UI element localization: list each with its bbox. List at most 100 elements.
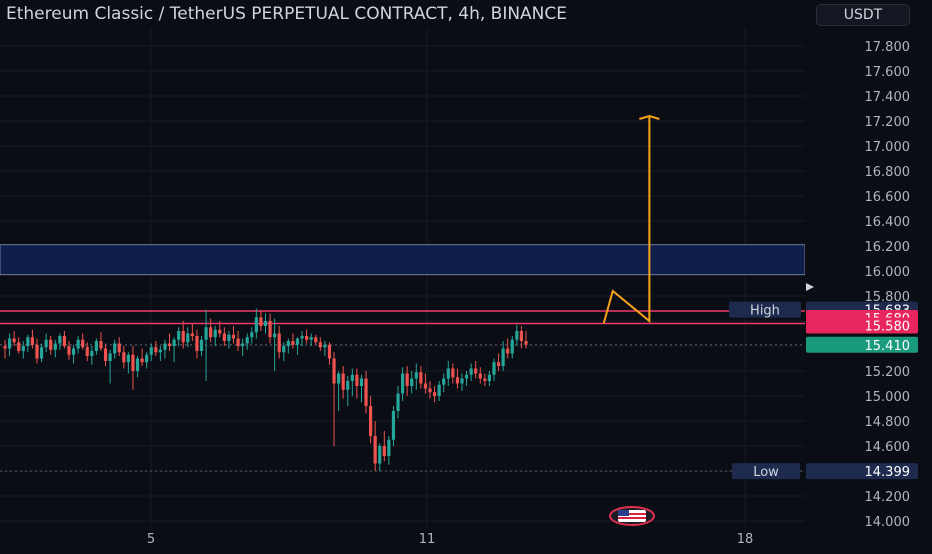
- candle[interactable]: [117, 337, 121, 356]
- candle[interactable]: [455, 368, 460, 389]
- candle[interactable]: [163, 339, 167, 359]
- candle[interactable]: [337, 371, 341, 411]
- candle[interactable]: [286, 338, 290, 354]
- candle[interactable]: [30, 329, 35, 349]
- candle[interactable]: [26, 334, 30, 353]
- candle[interactable]: [241, 338, 245, 357]
- candle[interactable]: [451, 363, 455, 384]
- candle[interactable]: [323, 341, 327, 356]
- candle[interactable]: [332, 352, 336, 446]
- candle[interactable]: [446, 361, 450, 386]
- candle[interactable]: [126, 352, 130, 374]
- candle[interactable]: [492, 358, 496, 382]
- candle[interactable]: [231, 326, 236, 344]
- candle[interactable]: [122, 346, 126, 369]
- candle[interactable]: [236, 331, 240, 351]
- candle[interactable]: [309, 333, 313, 347]
- price-axis[interactable]: [805, 28, 932, 550]
- us-flag-event-icon[interactable]: [609, 506, 655, 526]
- candle[interactable]: [396, 386, 400, 419]
- candle[interactable]: [53, 339, 57, 358]
- candle[interactable]: [515, 324, 519, 346]
- supply-zone[interactable]: [0, 244, 806, 276]
- candle[interactable]: [76, 336, 80, 354]
- candle[interactable]: [135, 356, 140, 378]
- candle[interactable]: [172, 337, 176, 363]
- candle[interactable]: [204, 309, 208, 381]
- candle[interactable]: [21, 341, 25, 359]
- candle[interactable]: [222, 327, 226, 346]
- candle[interactable]: [218, 321, 222, 338]
- candle[interactable]: [113, 339, 117, 359]
- candle[interactable]: [460, 373, 464, 392]
- candle[interactable]: [474, 361, 478, 379]
- candle[interactable]: [209, 318, 213, 343]
- candle[interactable]: [364, 371, 368, 414]
- candle[interactable]: [414, 363, 418, 390]
- candle[interactable]: [391, 406, 396, 446]
- candle[interactable]: [177, 327, 181, 346]
- candle[interactable]: [94, 338, 98, 355]
- candle[interactable]: [369, 396, 373, 444]
- candle[interactable]: [314, 334, 318, 345]
- candle[interactable]: [346, 376, 350, 406]
- candle[interactable]: [277, 326, 281, 359]
- candle[interactable]: [282, 342, 286, 361]
- candle[interactable]: [108, 349, 112, 384]
- candle[interactable]: [58, 333, 62, 350]
- candle[interactable]: [382, 431, 386, 461]
- candle[interactable]: [149, 343, 153, 362]
- candle[interactable]: [99, 332, 103, 351]
- candle[interactable]: [158, 346, 162, 361]
- candle[interactable]: [140, 348, 144, 367]
- candle[interactable]: [327, 342, 332, 365]
- candle[interactable]: [62, 331, 67, 349]
- candle[interactable]: [478, 367, 482, 384]
- candle[interactable]: [400, 367, 405, 401]
- candle[interactable]: [464, 371, 469, 386]
- candle[interactable]: [245, 333, 249, 350]
- candle[interactable]: [300, 331, 304, 346]
- candle[interactable]: [85, 342, 89, 361]
- candle[interactable]: [67, 341, 71, 360]
- candle[interactable]: [291, 333, 295, 349]
- candle[interactable]: [103, 343, 108, 367]
- candle[interactable]: [167, 333, 172, 352]
- candle[interactable]: [496, 353, 501, 372]
- projection-path[interactable]: [602, 116, 651, 324]
- candle[interactable]: [519, 326, 524, 349]
- candle[interactable]: [268, 313, 272, 344]
- candle[interactable]: [373, 421, 377, 471]
- candle[interactable]: [469, 363, 473, 382]
- candle[interactable]: [12, 331, 16, 346]
- candle[interactable]: [71, 344, 76, 364]
- candle[interactable]: [7, 333, 12, 357]
- candle[interactable]: [487, 371, 492, 386]
- candle[interactable]: [81, 333, 85, 350]
- candle[interactable]: [483, 373, 487, 387]
- currency-button[interactable]: USDT: [816, 4, 910, 26]
- candle[interactable]: [213, 326, 217, 346]
- candle[interactable]: [355, 368, 359, 399]
- candle[interactable]: [295, 337, 300, 355]
- candle[interactable]: [154, 341, 158, 356]
- candle[interactable]: [419, 366, 423, 389]
- time-axis[interactable]: [0, 528, 805, 550]
- candle[interactable]: [17, 337, 21, 354]
- candle[interactable]: [273, 318, 277, 372]
- candle[interactable]: [39, 343, 44, 363]
- candle[interactable]: [145, 352, 149, 369]
- candle[interactable]: [199, 336, 204, 356]
- candle[interactable]: [250, 327, 254, 344]
- candle[interactable]: [410, 371, 414, 394]
- candle[interactable]: [195, 329, 199, 359]
- candle[interactable]: [359, 374, 364, 403]
- candle[interactable]: [387, 436, 391, 465]
- candle[interactable]: [318, 337, 322, 351]
- candle[interactable]: [350, 368, 354, 397]
- candle[interactable]: [3, 339, 7, 359]
- candle[interactable]: [378, 443, 382, 472]
- candle[interactable]: [341, 366, 345, 399]
- candle[interactable]: [90, 346, 94, 365]
